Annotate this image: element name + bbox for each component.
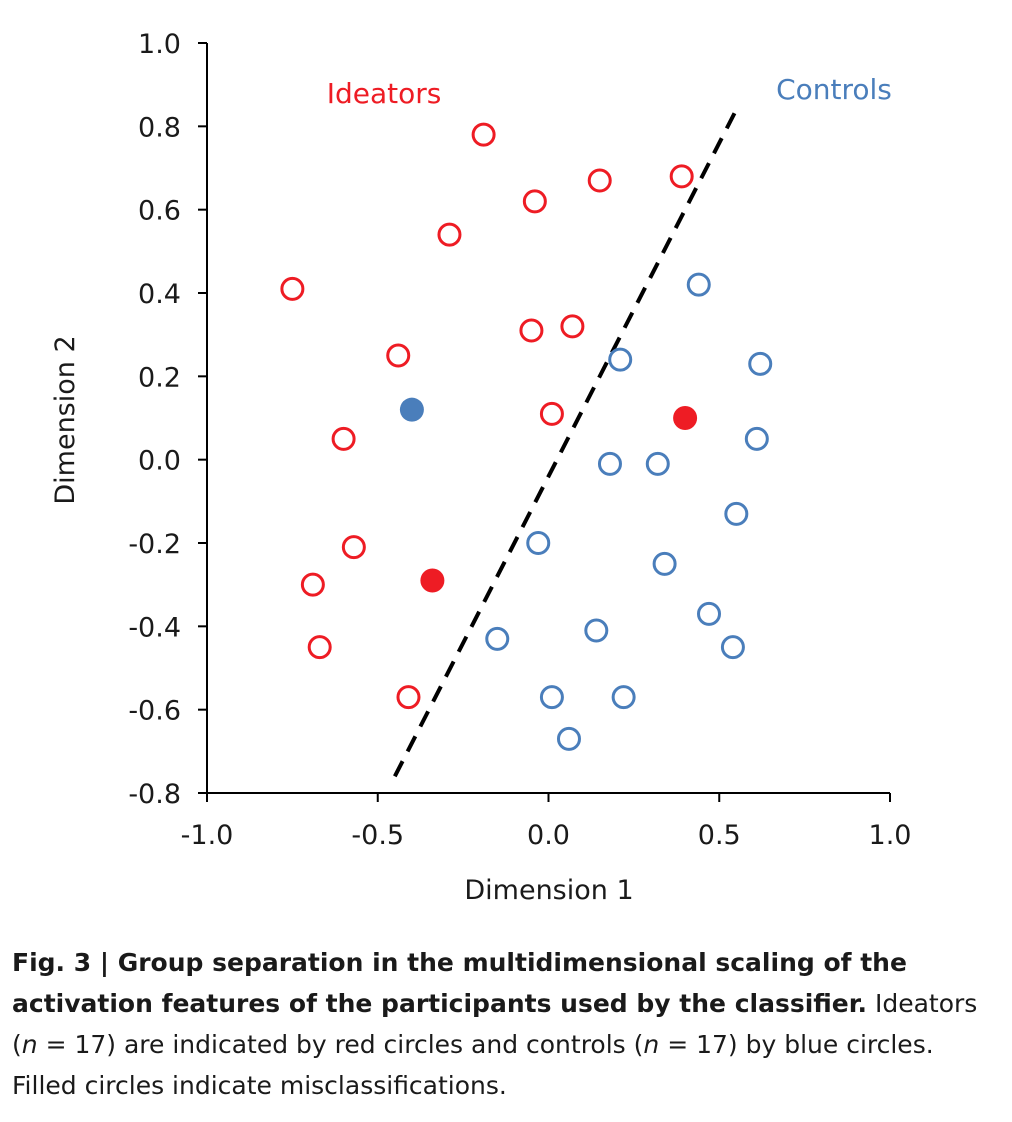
ideator-point xyxy=(300,572,325,597)
control-point xyxy=(539,685,564,710)
y-tick-label: 0.6 xyxy=(138,196,181,227)
ideator-point xyxy=(519,318,544,343)
ideator-misclassified-point xyxy=(420,568,445,593)
y-tick-label: 0.8 xyxy=(138,112,181,143)
annotation-ideators: Ideators xyxy=(327,77,442,110)
boundary-line xyxy=(393,108,739,778)
ideator-point xyxy=(471,122,496,147)
ideator-point xyxy=(560,314,585,339)
ideator-point xyxy=(386,343,411,368)
ideator-misclassified-point xyxy=(673,406,698,430)
control-point xyxy=(608,347,633,372)
y-tick-label: -0.4 xyxy=(128,612,181,643)
control-point xyxy=(485,626,510,651)
control-point xyxy=(748,351,773,376)
x-axis-label: Dimension 1 xyxy=(464,875,633,906)
control-point xyxy=(611,685,636,710)
control-point xyxy=(556,726,581,751)
ideator-point xyxy=(396,685,421,710)
x-tick-label: -0.5 xyxy=(351,820,404,851)
control-point xyxy=(744,426,769,451)
y-axis-label: Dimension 2 xyxy=(50,335,81,504)
control-point xyxy=(724,501,749,526)
figure-caption: Fig. 3 | Group separation in the multidi… xyxy=(12,942,1002,1106)
axes: 1.0 0.8 0.6 0.4 0.2 0.0 -0.2 -0.4 -0.6 -0.8-1.0 -0… xyxy=(128,29,911,851)
ideator-point xyxy=(587,168,612,193)
x-tick-label: 0.0 xyxy=(527,820,570,851)
x-tick-label: 1.0 xyxy=(869,820,912,851)
y-tick-label: 0.4 xyxy=(138,279,181,310)
ideator-point xyxy=(307,635,332,660)
annotation-controls: Controls xyxy=(776,73,892,106)
control-point xyxy=(652,551,677,576)
x-tick-label: -1.0 xyxy=(181,820,234,851)
y-tick-label: -0.8 xyxy=(128,779,181,810)
y-tick-label: -0.6 xyxy=(128,696,181,727)
data-points xyxy=(280,122,773,751)
ideator-point xyxy=(331,426,356,451)
control-misclassified-point xyxy=(399,397,424,422)
caption-fig-label: Fig. 3 | xyxy=(12,948,118,977)
y-tick-label: 1.0 xyxy=(138,29,181,60)
y-tick-label: 0.0 xyxy=(138,446,181,477)
y-tick-label: -0.2 xyxy=(128,529,181,560)
y-tick-label: 0.2 xyxy=(138,362,181,393)
ideator-point xyxy=(280,276,305,301)
control-point xyxy=(584,618,609,643)
control-point xyxy=(686,272,711,297)
caption-text: = 17) are indicated by red circles and c… xyxy=(37,1030,644,1059)
caption-text: = 17) by blue circles. Filled circles in… xyxy=(12,1030,934,1100)
control-point xyxy=(697,601,722,626)
chart-labels: Ideators Controls Dimension 1 Dimension … xyxy=(50,73,892,906)
control-point xyxy=(645,451,670,476)
control-point xyxy=(526,531,551,555)
x-tick-label: 0.5 xyxy=(698,820,741,851)
ideator-point xyxy=(522,189,547,214)
caption-n-symbol: n xyxy=(21,1030,38,1059)
ideator-point xyxy=(341,535,366,560)
control-point xyxy=(597,451,622,476)
ideator-point xyxy=(437,222,462,247)
ideator-point xyxy=(669,164,694,189)
caption-title: Group separation in the multidimensional… xyxy=(12,948,907,1018)
caption-text: Ideators ( xyxy=(12,989,978,1059)
control-point xyxy=(720,635,745,660)
decision-boundary xyxy=(393,108,739,778)
ideator-point xyxy=(539,401,564,426)
scatter-chart: 1.0 0.8 0.6 0.4 0.2 0.0 -0.2 -0.4 -0.6 -0.8-1.0 -0… xyxy=(50,29,911,906)
caption-n-symbol: n xyxy=(643,1030,660,1059)
